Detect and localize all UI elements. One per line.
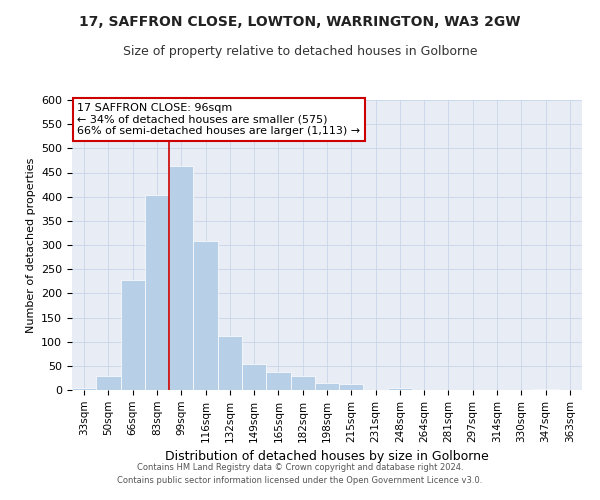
Bar [315, 383, 339, 390]
Bar [193, 241, 218, 390]
X-axis label: Distribution of detached houses by size in Golborne: Distribution of detached houses by size … [165, 450, 489, 463]
Bar [388, 388, 412, 390]
Bar [533, 389, 558, 390]
Bar [96, 376, 121, 390]
Bar [121, 280, 145, 390]
Bar [145, 195, 169, 390]
Bar [290, 376, 315, 390]
Bar [169, 166, 193, 390]
Bar [266, 372, 290, 390]
Bar [218, 336, 242, 390]
Text: 17 SAFFRON CLOSE: 96sqm
← 34% of detached houses are smaller (575)
66% of semi-d: 17 SAFFRON CLOSE: 96sqm ← 34% of detache… [77, 103, 360, 136]
Text: Size of property relative to detached houses in Golborne: Size of property relative to detached ho… [123, 45, 477, 58]
Text: 17, SAFFRON CLOSE, LOWTON, WARRINGTON, WA3 2GW: 17, SAFFRON CLOSE, LOWTON, WARRINGTON, W… [79, 15, 521, 29]
Bar [72, 388, 96, 390]
Y-axis label: Number of detached properties: Number of detached properties [26, 158, 35, 332]
Bar [242, 364, 266, 390]
Bar [339, 384, 364, 390]
Text: Contains HM Land Registry data © Crown copyright and database right 2024.
Contai: Contains HM Land Registry data © Crown c… [118, 464, 482, 485]
